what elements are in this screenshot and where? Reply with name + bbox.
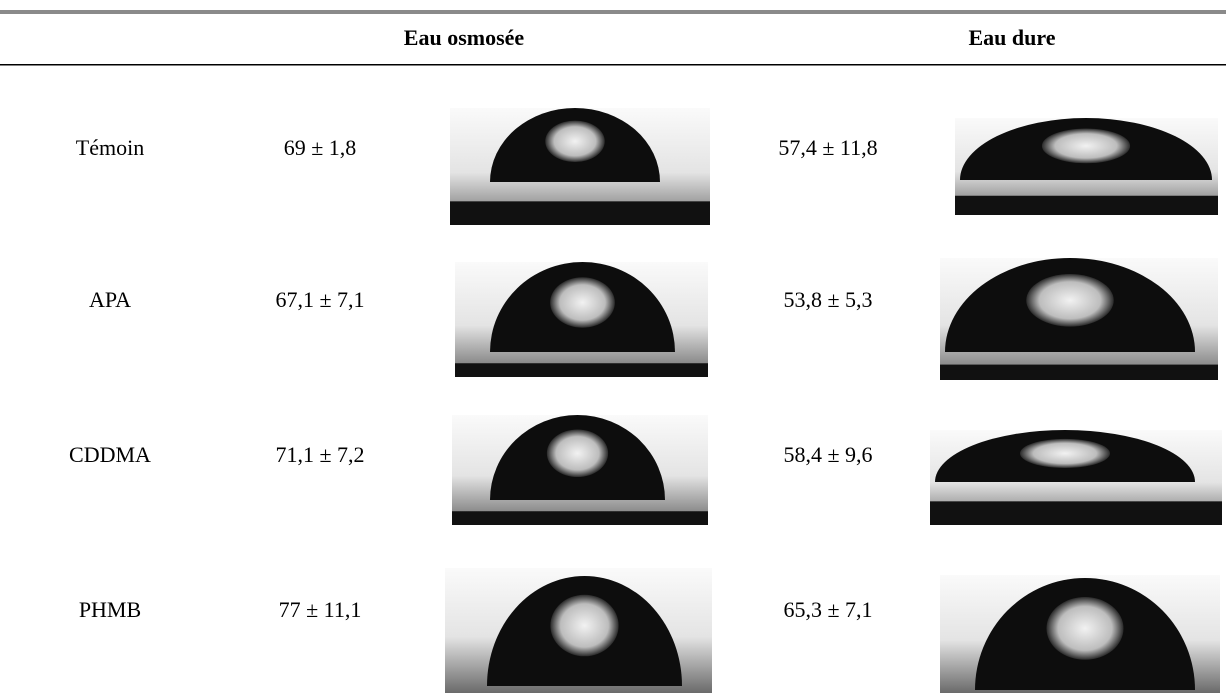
cell-value: 69 ± 1,8 [284,135,357,160]
column-header: Eau dure [968,25,1055,50]
top-rule [0,10,1226,14]
droplet-photo [455,262,708,377]
row-label: PHMB [79,597,141,622]
droplet-highlight [546,429,609,478]
droplet-photo [450,108,710,225]
droplet-photo [452,415,708,525]
droplet-highlight [1041,128,1131,164]
droplet-photo [445,568,712,693]
row-label: CDDMA [69,442,151,467]
substrate [455,363,708,377]
cell-value: 65,3 ± 7,1 [783,597,872,622]
droplet-photo [930,430,1222,525]
row-label: APA [89,287,131,312]
row-label: Témoin [76,135,144,160]
droplet-highlight [1020,438,1110,468]
substrate [930,501,1222,525]
droplet-highlight [550,594,619,657]
droplet-highlight [545,120,605,163]
substrate [450,201,710,225]
droplet-photo [940,258,1218,380]
cell-value: 57,4 ± 11,8 [778,135,877,160]
column-header: Eau osmosée [404,25,525,50]
cell-value: 58,4 ± 9,6 [783,442,872,467]
cell-value: 67,1 ± 7,1 [275,287,364,312]
droplet-photo [940,575,1220,693]
droplet-photo [955,118,1218,215]
cell-value: 53,8 ± 5,3 [783,287,872,312]
substrate [452,511,708,525]
substrate [940,364,1218,380]
header-rule [0,64,1226,66]
substrate [955,195,1218,215]
cell-value: 71,1 ± 7,2 [275,442,364,467]
droplet-highlight [550,277,615,328]
cell-value: 77 ± 11,1 [279,597,362,622]
droplet-highlight [1046,597,1124,660]
droplet-highlight [1026,273,1114,327]
rows: Témoin 69 ± 1,8 57,4 ± 11,8 APA 67,1 ± 7,1 53… [69,108,1222,693]
